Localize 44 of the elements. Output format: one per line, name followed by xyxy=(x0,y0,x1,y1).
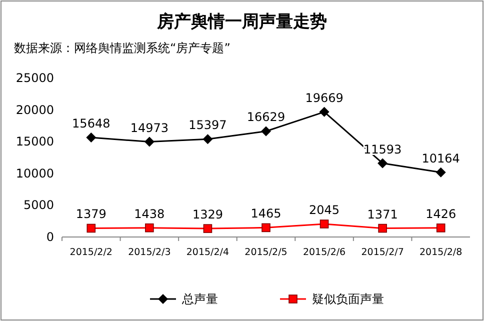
x-tick-label: 2015/2/3 xyxy=(128,247,171,258)
x-tick-label: 2015/2/2 xyxy=(70,247,112,258)
data-label: 1465 xyxy=(250,206,282,221)
legend-label: 总声量 xyxy=(181,292,218,306)
point xyxy=(261,126,271,136)
point xyxy=(436,167,446,178)
data-label: 16629 xyxy=(246,110,286,124)
data-label: 1371 xyxy=(367,207,398,222)
point xyxy=(320,220,329,228)
data-label: 2045 xyxy=(309,202,340,217)
point xyxy=(262,223,270,232)
point xyxy=(378,224,387,233)
y-tick-label: 10000 xyxy=(16,166,54,180)
point xyxy=(202,134,213,144)
point xyxy=(144,136,154,147)
data-label: 14973 xyxy=(130,120,169,135)
y-tick-label: 5000 xyxy=(23,198,54,212)
point xyxy=(86,224,96,233)
y-tick-label: 0 xyxy=(46,230,54,244)
y-tick-label: 20000 xyxy=(16,102,54,117)
data-label: 19669 xyxy=(305,90,344,105)
y-tick-label: 15000 xyxy=(16,134,54,149)
point xyxy=(86,132,96,142)
data-label: 1438 xyxy=(134,206,165,221)
point xyxy=(145,223,154,232)
chart-title: 房产舆情一周声量走势 xyxy=(156,12,327,32)
data-label: 10164 xyxy=(422,151,460,166)
point xyxy=(319,106,330,117)
x-tick-label: 2015/2/8 xyxy=(420,247,462,258)
data-label: 1426 xyxy=(426,206,456,221)
y-tick-label: 25000 xyxy=(16,71,54,85)
legend-label: 疑似负面声量 xyxy=(312,292,384,306)
x-tick-label: 2015/2/5 xyxy=(244,247,288,258)
data-label: 15648 xyxy=(72,116,110,130)
data-label: 1379 xyxy=(76,207,106,222)
x-tick-label: 2015/2/6 xyxy=(302,247,346,258)
data-label: 15397 xyxy=(188,118,227,132)
x-tick-label: 2015/2/7 xyxy=(361,247,404,258)
point xyxy=(378,158,388,168)
data-label: 1329 xyxy=(192,208,223,222)
point xyxy=(203,224,212,233)
x-tick-label: 2015/2/4 xyxy=(186,247,230,258)
chart-subtitle: 数据来源：网络舆情监测系统“房产专题” xyxy=(14,41,230,55)
point xyxy=(436,224,446,232)
